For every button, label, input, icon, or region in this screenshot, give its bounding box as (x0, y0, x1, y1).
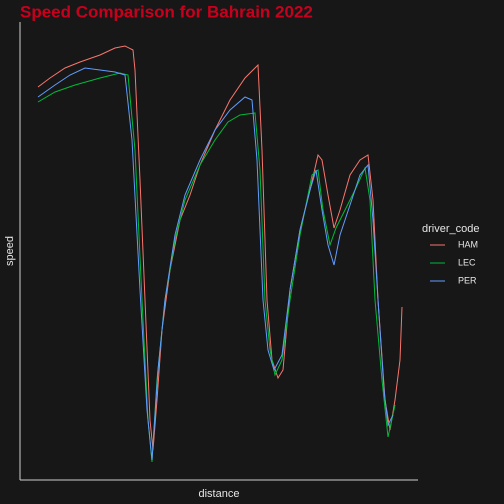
speed-line (37, 67, 394, 461)
speed-line (37, 45, 403, 451)
chart-title: Speed Comparison for Bahrain 2022 (20, 2, 313, 21)
legend-label: PER (458, 275, 477, 285)
legend-title: driver_code (422, 223, 479, 235)
speed-line (37, 72, 396, 463)
x-axis-label: distance (199, 488, 240, 500)
legend-label: LEC (458, 257, 476, 267)
legend-label: HAM (458, 239, 478, 249)
y-axis-label: speed (4, 236, 16, 266)
